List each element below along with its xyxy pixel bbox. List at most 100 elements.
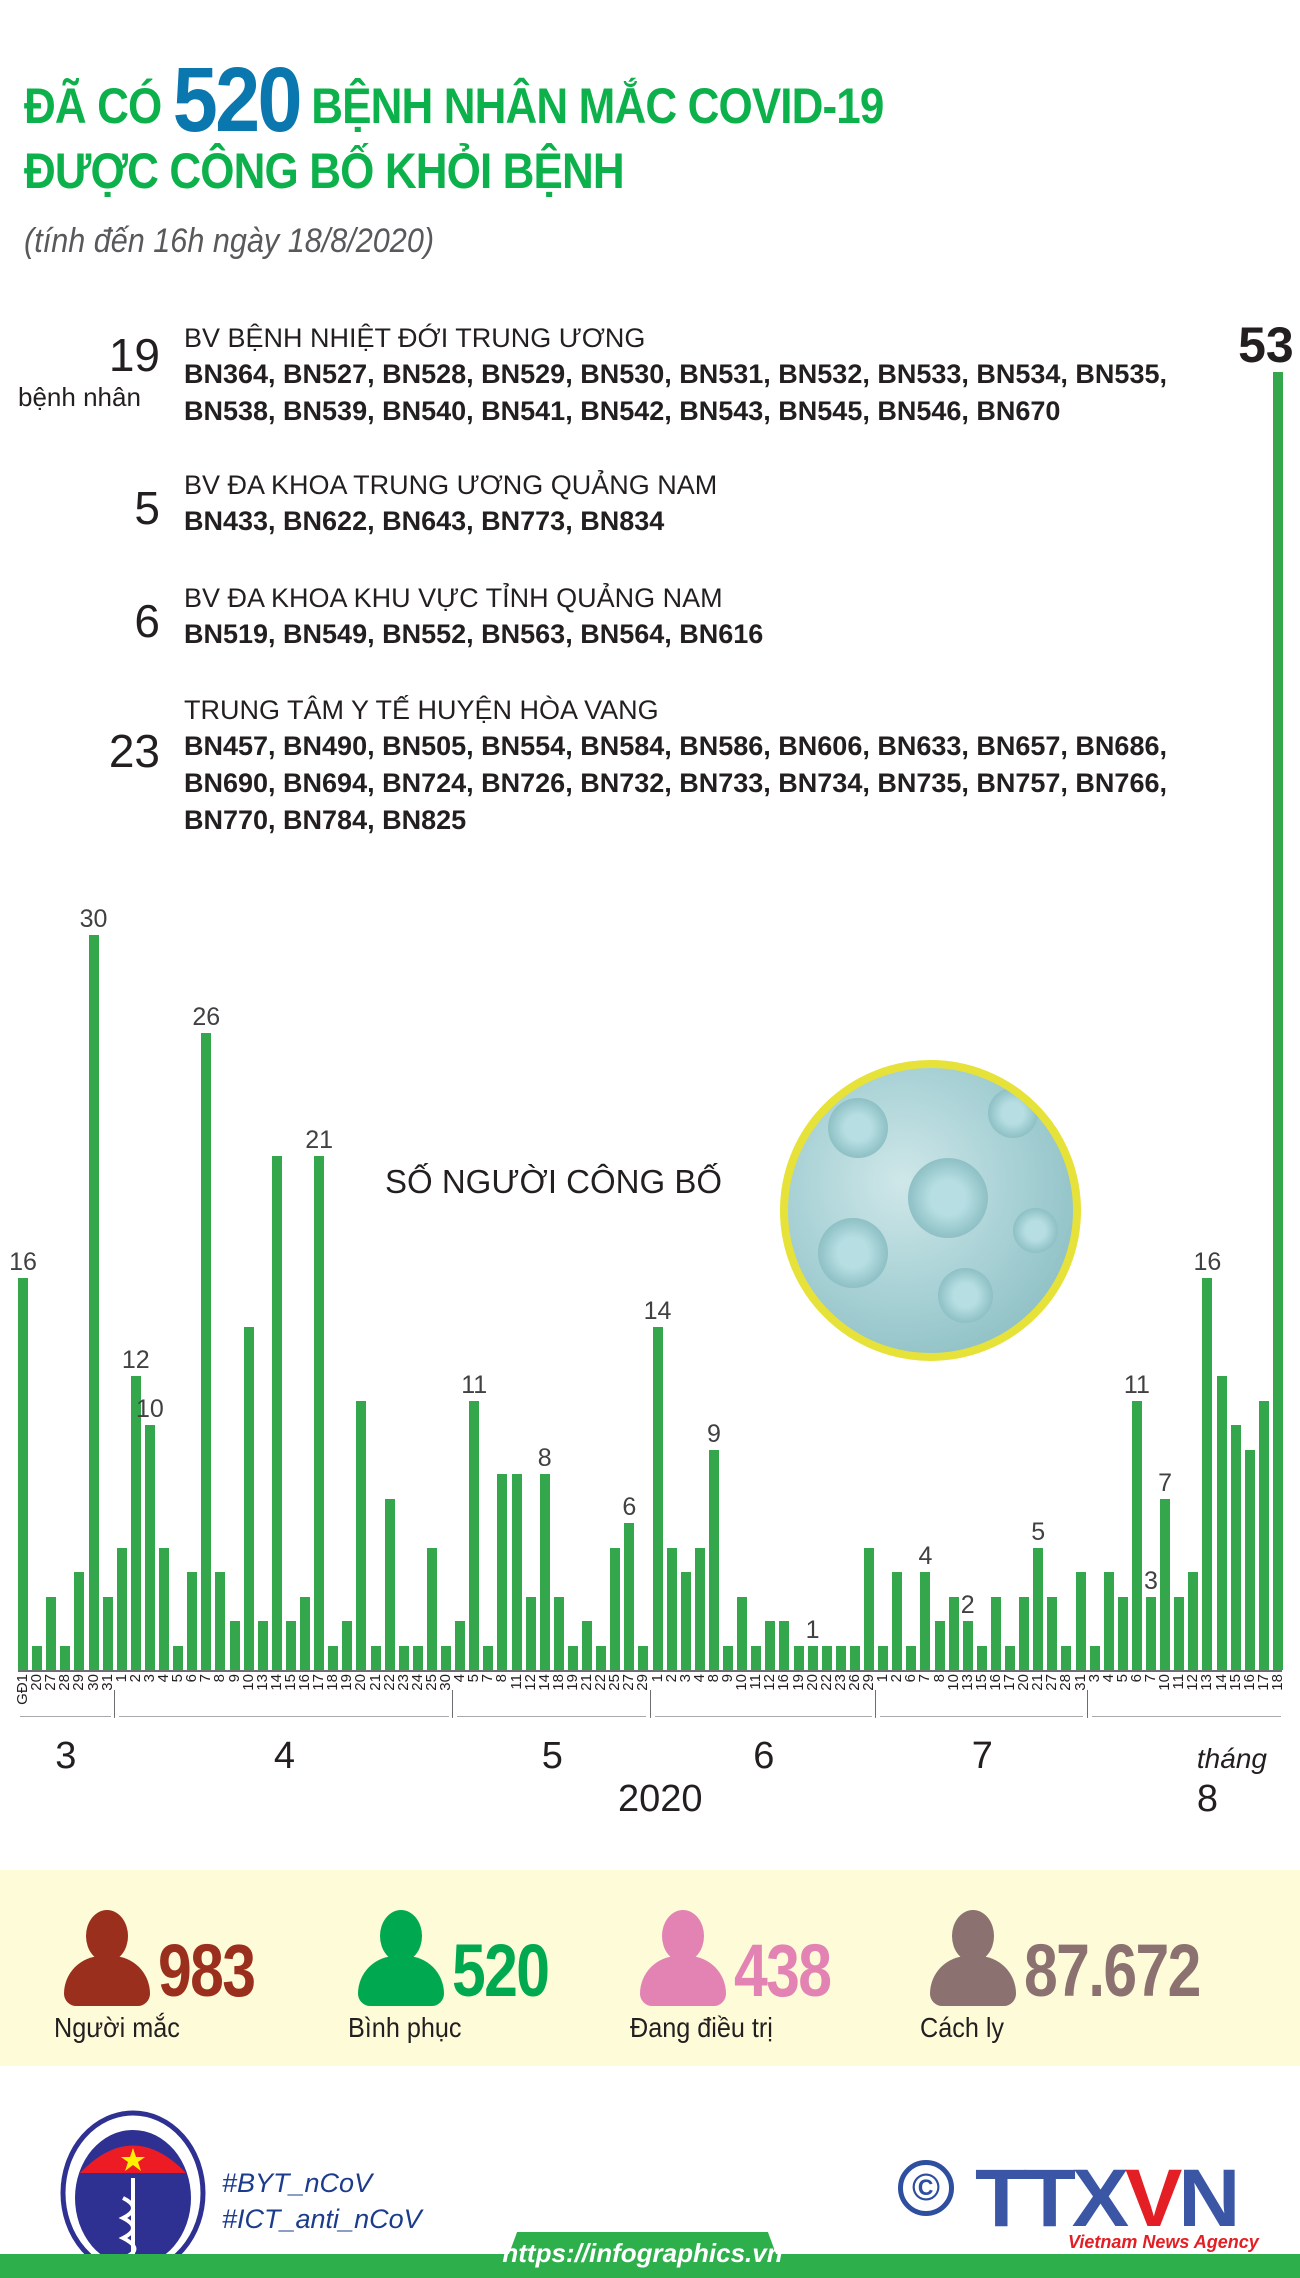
stat-value: 520 <box>452 1929 550 2012</box>
bar-7-10 <box>948 1596 959 1670</box>
bar-3-31 <box>102 1596 113 1670</box>
bar-7-8 <box>934 1621 945 1670</box>
bar-3-GĐ1 <box>18 1278 28 1670</box>
month-label: tháng 8 <box>1196 1743 1267 1820</box>
bar-8-4 <box>1103 1572 1114 1670</box>
value-label: 4 <box>918 1542 933 1570</box>
bar-6-11 <box>751 1645 762 1670</box>
stats-panel: 983 Người mắc 520 Bình phục 438 Đang điề… <box>0 1870 1300 2066</box>
bar-4-25 <box>426 1547 437 1670</box>
bar-8-16 <box>1244 1449 1255 1670</box>
person-icon <box>640 1910 726 2006</box>
value-label: 21 <box>305 1125 333 1154</box>
bar-7-28 <box>1061 1645 1072 1670</box>
bar-6-20 <box>807 1645 818 1670</box>
hospital-name: TRUNG TÂM Y TẾ HUYỆN HÒA VANG <box>184 695 659 725</box>
bar-7-16 <box>990 1596 1001 1670</box>
bar-7-1 <box>878 1645 889 1670</box>
value-label: 5 <box>1031 1517 1046 1546</box>
chart-title: SỐ NGƯỜI CÔNG BỐ <box>385 1163 723 1200</box>
stat-label: Đang điều trị <box>630 2012 773 2043</box>
bar-5-25 <box>610 1547 621 1670</box>
hospital-count: 5 <box>134 482 160 534</box>
bar-4-17 <box>314 1155 325 1670</box>
stat-label: Cách ly <box>920 2012 1005 2043</box>
hashtag: #BYT_nCoV <box>222 2168 373 2198</box>
value-label: 7 <box>1158 1468 1173 1497</box>
value-label: 14 <box>643 1297 672 1325</box>
website-link[interactable]: https://infographics.vn <box>502 2238 783 2268</box>
hospital-patients: BN457, BN490, BN505, BN554, BN584, BN586… <box>184 731 1167 835</box>
year-label: 2020 <box>618 1778 703 1820</box>
value-label: 8 <box>537 1444 552 1472</box>
bar-7-15 <box>976 1645 987 1670</box>
bar-7-2 <box>892 1572 903 1670</box>
bar-7-21 <box>1033 1547 1044 1670</box>
bar-6-3 <box>680 1572 691 1670</box>
bar-4-19 <box>342 1621 353 1670</box>
month-bracket-line <box>20 1716 111 1717</box>
ttxvn-logo: TTXVN <box>975 2153 1240 2244</box>
stat-value: 87.672 <box>1024 1929 1201 2012</box>
value-label: 26 <box>192 1003 221 1031</box>
bar-8-10 <box>1160 1498 1171 1670</box>
x-axis-line <box>18 1670 1282 1672</box>
bar-4-3 <box>144 1425 155 1670</box>
bar-4-18 <box>328 1645 339 1670</box>
bar-6-2 <box>666 1547 677 1670</box>
bar-4-6 <box>187 1572 198 1670</box>
bar-4-21 <box>370 1645 381 1670</box>
bar-3-28 <box>60 1645 71 1670</box>
hospital-patients: BN519, BN549, BN552, BN563, BN564, BN616 <box>184 619 764 649</box>
virus-illustration <box>780 1060 1081 1361</box>
month-label: 4 <box>273 1735 295 1777</box>
bar-6-1 <box>652 1327 663 1670</box>
month-bracket-line <box>1091 1716 1281 1717</box>
bar-6-12 <box>765 1621 776 1670</box>
bar-6-4 <box>694 1547 705 1670</box>
stat-value: 438 <box>734 1929 832 2012</box>
month-label: 5 <box>541 1735 563 1777</box>
bar-5-12 <box>525 1596 536 1670</box>
stat-label: Bình phục <box>348 2012 462 2043</box>
value-label: 16 <box>9 1248 37 1276</box>
bar-6-10 <box>737 1596 748 1670</box>
x-tick-label: 18 <box>1268 1674 1286 1691</box>
bar-5-27 <box>624 1523 635 1670</box>
bar-4-14 <box>271 1155 282 1670</box>
bar-6-9 <box>723 1645 733 1670</box>
bar-8-7 <box>1146 1596 1156 1670</box>
hospital-count: 23 <box>108 725 160 777</box>
bar-5-19 <box>567 1645 578 1670</box>
bar-7-31 <box>1075 1572 1086 1670</box>
month-divider <box>113 1690 117 1718</box>
bar-7-7 <box>920 1572 931 1670</box>
value-label: 3 <box>1144 1566 1158 1595</box>
bar-5-4 <box>455 1621 466 1670</box>
month-divider <box>1086 1690 1090 1718</box>
bar-6-19 <box>793 1645 804 1670</box>
hashtag: #ICT_anti_nCoV <box>222 2204 422 2234</box>
bar-7-20 <box>1019 1596 1030 1670</box>
bar-4-9 <box>229 1621 240 1670</box>
bar-4-7 <box>201 1033 212 1670</box>
hospital-count: 19 <box>108 329 160 381</box>
bar-5-7 <box>483 1645 494 1670</box>
bar-4-8 <box>215 1572 226 1670</box>
month-divider <box>649 1690 653 1718</box>
bar-8-13 <box>1202 1278 1213 1670</box>
bar-5-8 <box>497 1474 508 1670</box>
hospital-name: BV ĐA KHOA TRUNG ƯƠNG QUẢNG NAM <box>184 470 718 500</box>
subtitle: (tính đến 16h ngày 18/8/2020) <box>24 222 435 260</box>
person-icon <box>358 1910 444 2006</box>
bar-5-29 <box>638 1645 649 1670</box>
title-line-2: ĐƯỢC CÔNG BỐ KHỎI BỆNH <box>24 143 625 199</box>
bar-4-15 <box>285 1621 296 1670</box>
value-label: 2 <box>960 1591 975 1619</box>
value-label: 11 <box>461 1370 488 1399</box>
bar-3-27 <box>46 1596 57 1670</box>
bar-3-20 <box>32 1645 43 1670</box>
month-bracket-line <box>118 1716 449 1717</box>
bar-6-8 <box>708 1449 719 1670</box>
bar-5-14 <box>539 1474 550 1670</box>
